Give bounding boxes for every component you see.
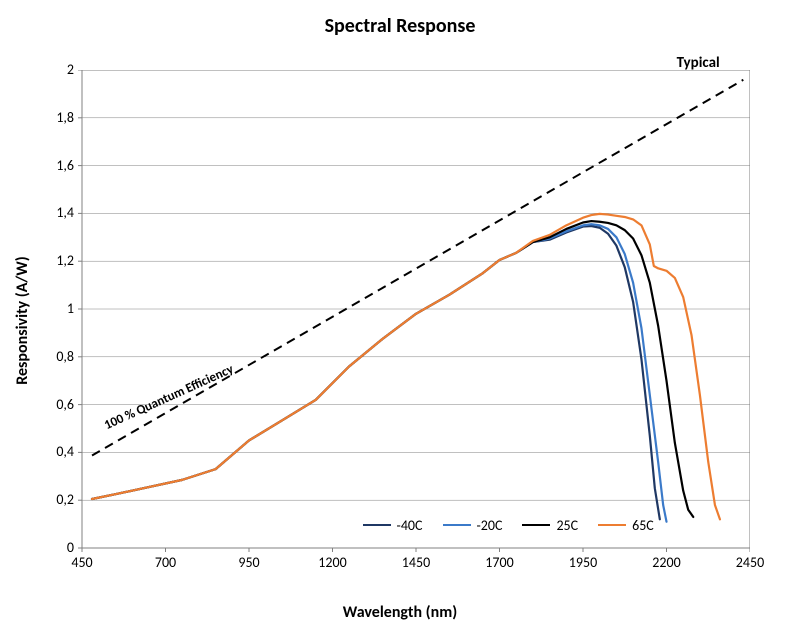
y-tick-label: 1,8: [34, 109, 74, 126]
legend-swatch: [522, 524, 550, 526]
y-tick-label: 0,4: [34, 443, 74, 460]
legend-item: 65C: [598, 517, 654, 534]
y-tick-label: 1: [34, 300, 74, 317]
y-tick-label: 0,8: [34, 348, 74, 365]
y-tick-label: 0,6: [34, 396, 74, 413]
legend-label: -40C: [397, 517, 423, 534]
legend-item: -40C: [363, 517, 423, 534]
x-tick-label: 1450: [386, 554, 446, 571]
x-tick-label: 1700: [470, 554, 530, 571]
legend-label: 65C: [632, 517, 654, 534]
legend: -40C -20C 25C 65C: [363, 517, 654, 534]
y-tick-label: 1,4: [34, 204, 74, 221]
chart-title: Spectral Response: [0, 14, 800, 38]
x-tick-label: 1200: [303, 554, 363, 571]
x-tick-label: 950: [219, 554, 279, 571]
legend-item: 25C: [522, 517, 578, 534]
x-tick-label: 450: [52, 554, 112, 571]
plot-svg: [78, 70, 750, 556]
y-tick-label: 0,2: [34, 491, 74, 508]
y-tick-label: 1,6: [34, 157, 74, 174]
chart-container: { "chart": { "type": "line", "title": "S…: [0, 0, 800, 640]
legend-swatch: [363, 524, 391, 526]
y-tick-label: 1,2: [34, 252, 74, 269]
legend-swatch: [443, 524, 471, 526]
x-tick-label: 1950: [553, 554, 613, 571]
y-axis-label: Responsivity (A/W): [10, 0, 34, 640]
x-tick-label: 700: [136, 554, 196, 571]
legend-item: -20C: [443, 517, 503, 534]
y-axis-label-text: Responsivity (A/W): [13, 256, 32, 385]
legend-label: 25C: [556, 517, 578, 534]
legend-swatch: [598, 524, 626, 526]
x-tick-label: 2200: [637, 554, 697, 571]
y-tick-label: 2: [34, 61, 74, 78]
annotation-typical: Typical: [677, 54, 720, 72]
x-tick-label: 2450: [720, 554, 780, 571]
legend-label: -20C: [477, 517, 503, 534]
x-axis-label: Wavelength (nm): [0, 603, 800, 622]
